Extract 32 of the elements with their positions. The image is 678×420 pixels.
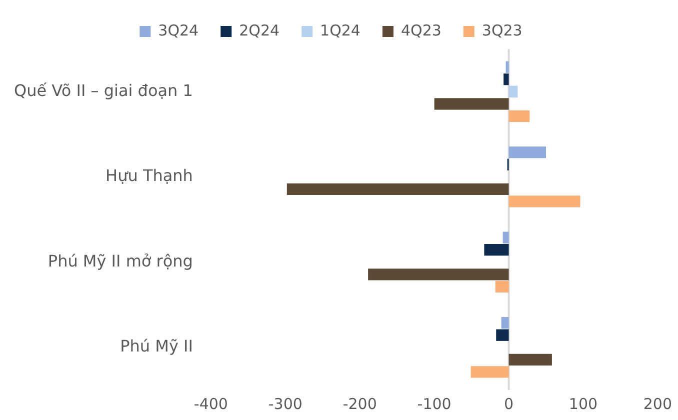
y-tick-label: Quế Võ II – giai đoạn 1 [14,80,193,100]
bar [508,354,552,366]
y-tick-label: Hựu Thạnh [106,166,193,186]
bar [508,86,518,98]
bar [506,61,509,73]
bar [484,244,509,256]
x-tick-label: -400 [194,394,228,413]
bar [508,196,580,208]
legend-label: 3Q23 [482,21,522,40]
bar [508,146,546,158]
y-tick-label: Phú Mỹ II [120,336,193,356]
legend-label: 2Q24 [239,21,280,40]
x-tick-label: -200 [342,394,377,413]
bar [502,232,509,244]
y-tick-label: Phú Mỹ II mở rộng [48,251,193,270]
x-tick-label: 100 [568,394,598,413]
x-tick-label: 0 [504,394,514,413]
legend-label: 1Q24 [320,21,360,40]
x-tick-label: -300 [268,394,302,413]
bar [470,366,509,378]
bar [495,280,509,293]
x-tick-label: 200 [643,394,672,413]
bar [286,183,509,195]
legend-label: 4Q23 [400,21,442,40]
x-tick-label: -100 [417,394,452,413]
bar [508,110,530,122]
bar [504,74,509,86]
bar [368,268,509,280]
bar [434,98,509,110]
legend-label: 3Q24 [158,21,199,40]
bar [501,316,509,329]
bar [496,329,509,341]
